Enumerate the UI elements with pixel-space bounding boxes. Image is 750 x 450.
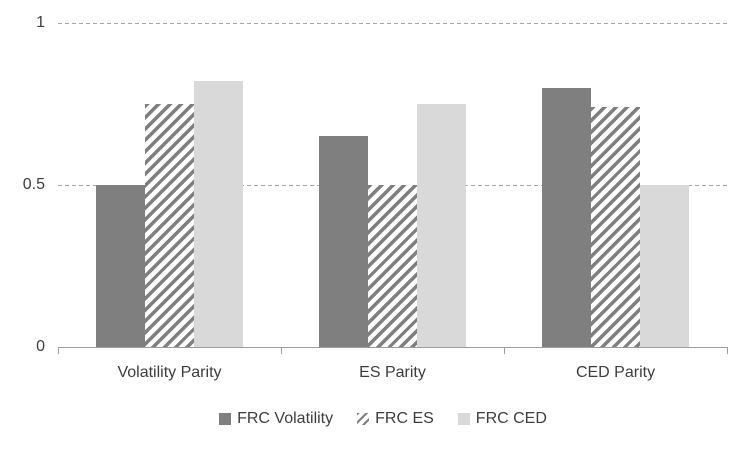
x-axis-category-labels: Volatility Parity ES Parity CED Parity [58,361,727,385]
bar-frc-es [145,104,194,347]
bar-group-ced-parity [504,23,727,347]
category-label-ced-parity: CED Parity [575,364,656,381]
bar-frc-volatility [96,185,145,347]
bar-group-es-parity [281,23,504,347]
plot-area [58,23,727,347]
category-label-volatility-parity: Volatility Parity [117,364,222,381]
bar-frc-ced [417,104,466,347]
bar-frc-ced [194,81,243,347]
x-axis-line [58,347,728,348]
x-axis-tick [727,347,728,354]
bar-frc-es [368,185,417,347]
legend-item-frc-ced: FRC CED [457,409,547,429]
legend-label: FRC ES [375,410,434,427]
y-axis-tick-label: 0 [36,338,45,355]
legend-swatch-solid-dark-icon [219,413,232,425]
x-axis-tick [58,347,59,354]
bar-frc-volatility [319,136,368,347]
legend-label: FRC CED [475,410,547,427]
gridline-1 [58,23,728,24]
category-label-es-parity: ES Parity [359,364,426,381]
legend-swatch-solid-light-icon [457,413,470,425]
bar-group-volatility-parity [58,23,281,347]
x-axis-tick [281,347,282,354]
x-axis-tick [504,347,505,354]
y-axis-tick-label: 1 [36,14,45,31]
legend: FRC Volatility FRC ES FRC CED [8,409,750,429]
bar-frc-es [591,107,640,347]
legend-item-frc-es: FRC ES [357,409,434,429]
legend-item-frc-volatility: FRC Volatility [219,409,333,429]
y-axis-tick-label: 0.5 [22,176,45,193]
legend-swatch-hatched-icon [357,413,370,425]
legend-label: FRC Volatility [237,410,334,427]
bar-frc-volatility [542,87,591,347]
bar-frc-ced [640,185,689,347]
